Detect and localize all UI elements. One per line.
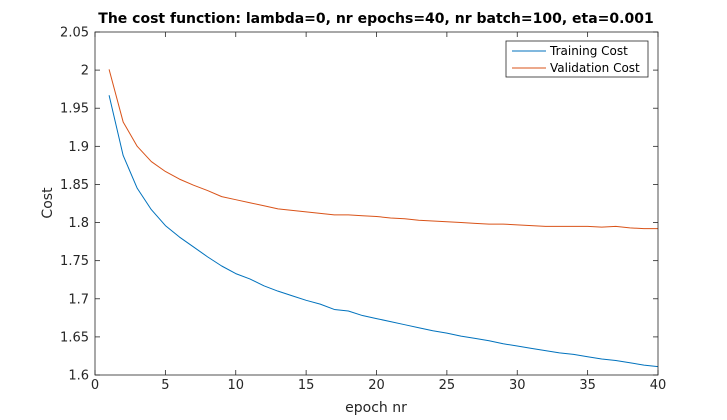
x-tick-label: 20 <box>368 378 385 393</box>
y-tick-label: 2.05 <box>60 26 89 41</box>
x-tick-label: 0 <box>91 378 99 393</box>
y-tick-label: 1.8 <box>68 216 89 231</box>
y-axis-label: Cost <box>40 187 56 219</box>
plot-area <box>95 32 658 375</box>
y-tick-label: 1.75 <box>60 254 89 269</box>
x-tick-label: 25 <box>439 378 456 393</box>
y-tick-label: 1.65 <box>60 330 89 345</box>
series-line-validation-cost <box>108 69 658 230</box>
x-tick-label: 35 <box>579 378 596 393</box>
y-tick-label: 1.7 <box>68 292 89 307</box>
plot-frame <box>94 31 659 376</box>
x-axis-label: epoch nr <box>345 400 407 416</box>
y-tick-label: 2 <box>81 64 89 79</box>
series-layer <box>108 69 659 368</box>
legend-label-training-cost: Training Cost <box>549 44 628 58</box>
x-tick-label: 40 <box>650 378 667 393</box>
y-tick-label: 1.6 <box>68 369 89 384</box>
legend-label-validation-cost: Validation Cost <box>550 61 640 75</box>
legend: Training Cost Validation Cost <box>505 40 649 78</box>
series-line-training-cost <box>108 95 659 368</box>
y-tick-label: 1.95 <box>60 102 89 117</box>
ticks-layer: 0 5 10 15 20 25 30 35 40 1.6 1.65 1.7 1.75 1.8 1.85 1.9… <box>60 26 666 394</box>
x-tick-label: 5 <box>161 378 169 393</box>
legend-box <box>505 40 649 78</box>
y-tick-label: 1.9 <box>68 140 89 155</box>
x-tick-label: 10 <box>227 378 244 393</box>
x-tick-label: 15 <box>298 378 315 393</box>
y-tick-label: 1.85 <box>60 178 89 193</box>
x-tick-label: 30 <box>509 378 526 393</box>
chart-title: The cost function: lambda=0, nr epochs=4… <box>98 11 653 27</box>
